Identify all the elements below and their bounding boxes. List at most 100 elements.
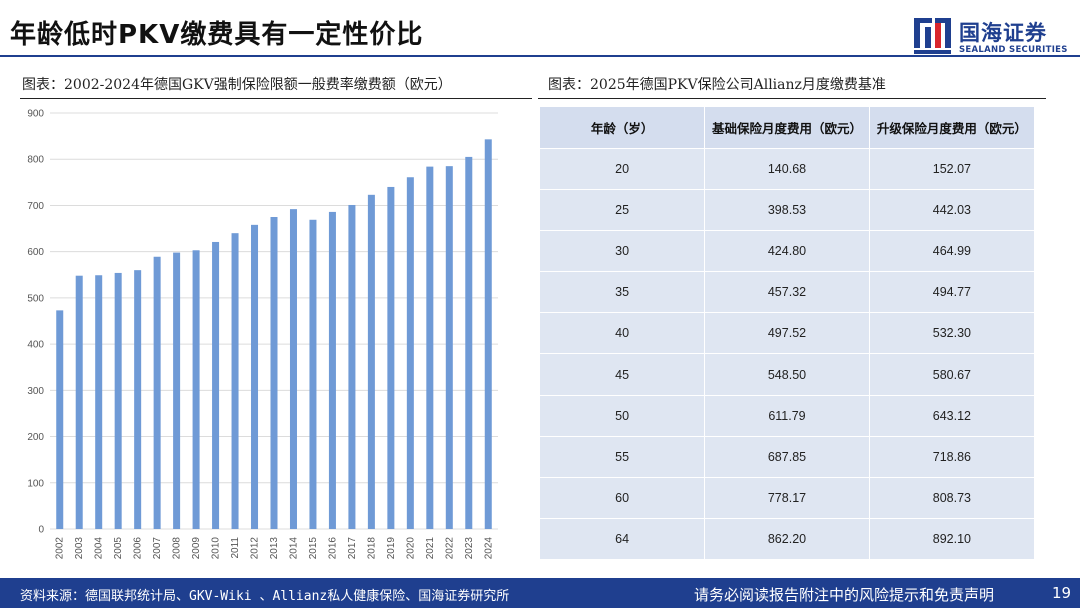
cell-age: 20 xyxy=(540,148,706,190)
x-tick-label: 2005 xyxy=(113,537,124,560)
cell-upgrade-fee: 580.67 xyxy=(869,353,1034,396)
logo-chinese-name: 国海证券 xyxy=(959,21,1047,45)
cell-upgrade-fee: 892.10 xyxy=(869,518,1034,561)
cell-age: 64 xyxy=(540,518,706,561)
bar-2023 xyxy=(465,156,473,529)
x-tick-label: 2002 xyxy=(55,537,66,560)
y-tick-label: 800 xyxy=(27,155,44,166)
y-tick-label: 200 xyxy=(27,432,44,443)
bar-2005 xyxy=(114,272,122,529)
table-row: 55 687.85 718.86 xyxy=(540,436,1034,479)
x-tick-label: 2018 xyxy=(366,537,377,560)
bar-2010 xyxy=(212,241,220,529)
x-tick-label: 2021 xyxy=(425,537,436,560)
bar-2016 xyxy=(328,211,336,529)
y-tick-label: 100 xyxy=(27,478,44,489)
col-header-age: 年龄（岁） xyxy=(540,107,706,149)
footer-bar: 资料来源：德国联邦统计局、GKV-Wiki 、Allianz私人健康保险、国海证… xyxy=(0,578,1080,608)
table-row: 40 497.52 532.30 xyxy=(540,312,1034,355)
x-tick-label: 2023 xyxy=(464,537,475,560)
x-tick-label: 2020 xyxy=(405,537,416,560)
x-tick-label: 2015 xyxy=(308,537,319,560)
x-tick-label: 2006 xyxy=(133,537,144,560)
x-tick-label: 2024 xyxy=(483,537,494,560)
x-tick-label: 2003 xyxy=(74,537,85,560)
bar-2024 xyxy=(484,139,492,529)
bar-2013 xyxy=(270,217,278,529)
cell-upgrade-fee: 442.03 xyxy=(869,189,1034,231)
right-table-caption: 图表：2025年德国PKV保险公司Allianz月度缴费基准 xyxy=(548,77,886,93)
table-row: 20 140.68 152.07 xyxy=(540,148,1034,190)
cell-age: 40 xyxy=(540,312,706,355)
bar-2012 xyxy=(251,224,259,529)
cell-age: 50 xyxy=(540,395,706,437)
cell-upgrade-fee: 152.07 xyxy=(869,148,1034,190)
cell-age: 25 xyxy=(540,189,706,231)
bar-2015 xyxy=(309,219,317,530)
table-row: 60 778.17 808.73 xyxy=(540,477,1034,520)
bar-2017 xyxy=(348,204,356,529)
table-row: 25 398.53 442.03 xyxy=(540,189,1034,231)
bar-2014 xyxy=(289,209,297,529)
table-row: 64 862.20 892.10 xyxy=(540,518,1034,561)
y-tick-label: 0 xyxy=(38,525,44,536)
x-tick-label: 2017 xyxy=(347,537,358,560)
cell-basic-fee: 687.85 xyxy=(704,436,870,479)
x-tick-label: 2004 xyxy=(94,537,105,560)
cell-upgrade-fee: 718.86 xyxy=(869,436,1034,479)
y-tick-label: 600 xyxy=(27,247,44,258)
allianz-premium-table-panel: 年龄（岁） 基础保险月度费用（欧元） 升级保险月度费用（欧元） 20 140.6… xyxy=(540,107,1034,561)
cell-age: 55 xyxy=(540,436,706,479)
left-chart-caption: 图表：2002-2024年德国GKV强制保险限额一般费率缴费额（欧元） xyxy=(22,77,452,93)
x-tick-label: 2014 xyxy=(288,537,299,560)
y-tick-label: 700 xyxy=(27,201,44,212)
page-title: 年龄低时PKV缴费具有一定性价比 xyxy=(10,20,424,50)
cell-upgrade-fee: 643.12 xyxy=(869,395,1034,437)
cell-age: 30 xyxy=(540,230,706,273)
x-tick-label: 2007 xyxy=(152,537,163,560)
cell-basic-fee: 778.17 xyxy=(704,477,870,520)
cell-basic-fee: 140.68 xyxy=(704,148,870,190)
cell-age: 60 xyxy=(540,477,706,520)
bar-2021 xyxy=(426,166,434,529)
x-tick-label: 2012 xyxy=(250,537,261,560)
sealand-logo-icon xyxy=(914,18,951,54)
table-row: 45 548.50 580.67 xyxy=(540,353,1034,396)
x-tick-label: 2013 xyxy=(269,537,280,560)
cell-age: 35 xyxy=(540,271,706,314)
bar-2002 xyxy=(56,310,64,529)
gkv-contribution-bar-chart: 0 100 200 300 400 500 600 700 800 900 2002 2003 2004… xyxy=(27,109,498,560)
bar-2007 xyxy=(153,256,161,529)
cell-basic-fee: 862.20 xyxy=(704,518,870,561)
bar-2006 xyxy=(134,270,142,529)
cell-upgrade-fee: 808.73 xyxy=(869,477,1034,520)
cell-upgrade-fee: 532.30 xyxy=(869,312,1034,355)
allianz-premium-table: 年龄（岁） 基础保险月度费用（欧元） 升级保险月度费用（欧元） 20 140.6… xyxy=(540,107,1034,561)
y-tick-label: 500 xyxy=(27,293,44,304)
cell-age: 45 xyxy=(540,353,706,396)
x-tick-label: 2016 xyxy=(327,537,338,560)
table-header-row: 年龄（岁） 基础保险月度费用（欧元） 升级保险月度费用（欧元） xyxy=(540,107,1034,149)
cell-basic-fee: 611.79 xyxy=(704,395,870,437)
footer-source: 资料来源：德国联邦统计局、GKV-Wiki 、Allianz私人健康保险、国海证… xyxy=(20,589,510,604)
y-tick-label: 300 xyxy=(27,386,44,397)
cell-upgrade-fee: 494.77 xyxy=(869,271,1034,314)
right-caption-divider xyxy=(538,98,1046,99)
cell-basic-fee: 497.52 xyxy=(704,312,870,355)
bar-2004 xyxy=(95,275,103,529)
x-tick-label: 2009 xyxy=(191,537,202,560)
x-tick-label: 2011 xyxy=(230,537,241,559)
table-row: 50 611.79 643.12 xyxy=(540,395,1034,437)
bar-2011 xyxy=(231,233,239,529)
cell-basic-fee: 424.80 xyxy=(704,230,870,273)
page-number: 19 xyxy=(1052,584,1072,602)
footer-disclaimer: 请务必阅读报告附注中的风险提示和免责声明 xyxy=(694,586,995,604)
y-tick-label: 900 xyxy=(27,109,44,120)
bar-2022 xyxy=(445,166,453,529)
x-tick-label: 2019 xyxy=(386,537,397,560)
logo-english-name: SEALAND SECURITIES xyxy=(959,45,1068,55)
y-tick-label: 400 xyxy=(27,340,44,351)
col-header-upgrade-fee: 升级保险月度费用（欧元） xyxy=(869,107,1034,149)
bar-2008 xyxy=(173,252,181,529)
cell-basic-fee: 457.32 xyxy=(704,271,870,314)
